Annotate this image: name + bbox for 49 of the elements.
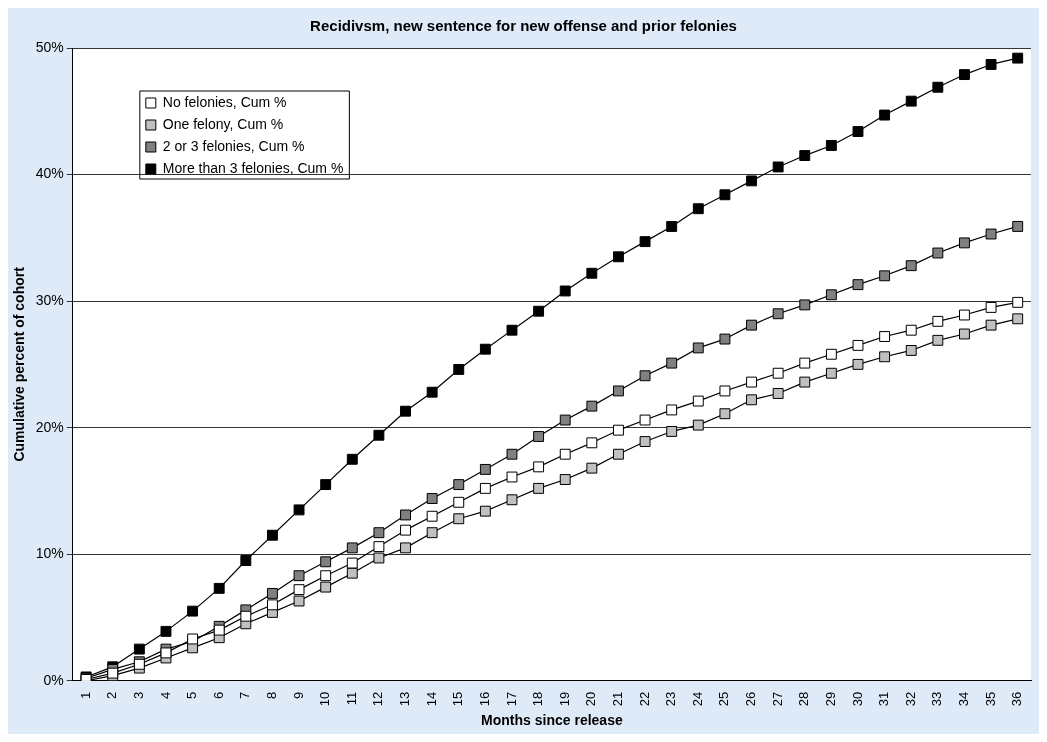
x-tick-label: 19	[556, 691, 572, 707]
x-tick-label: 18	[530, 691, 546, 707]
x-tick-label: 20	[583, 691, 599, 707]
x-tick-label: 33	[929, 691, 945, 707]
legend-label: 2 or 3 felonies, Cum %	[162, 137, 305, 154]
x-tick-label: 28	[796, 691, 812, 707]
chart-title: Recidivsm, new sentence for new offense and prior felonies	[310, 17, 737, 35]
x-tick-label: 5	[184, 691, 200, 699]
x-tick-label: 15	[450, 691, 466, 707]
x-tick-label: 10	[317, 691, 333, 707]
x-tick-label: 27	[769, 691, 785, 707]
x-tick-label: 7	[237, 691, 253, 699]
x-tick-label: 14	[423, 691, 439, 707]
x-tick-label: 2	[104, 691, 120, 699]
x-tick-label: 6	[210, 691, 226, 699]
x-tick-label: 3	[130, 691, 146, 699]
x-tick-label: 12	[370, 691, 386, 707]
y-axis-title: Cumulative percent of cohort	[11, 266, 28, 462]
x-tick-label: 31	[876, 691, 892, 707]
x-tick-label: 1	[77, 691, 93, 699]
x-tick-label: 8	[264, 691, 280, 699]
x-tick-label: 25	[716, 691, 732, 707]
x-tick-label: 9	[290, 691, 306, 699]
legend-label: More than 3 felonies, Cum %	[162, 159, 344, 176]
x-tick-label: 24	[689, 691, 705, 707]
y-tick-label: 40%	[35, 165, 64, 182]
y-tick-label: 10%	[35, 545, 64, 562]
x-tick-label: 29	[822, 691, 838, 707]
x-tick-label: 16	[476, 691, 492, 707]
x-tick-label: 11	[343, 691, 359, 706]
x-tick-label: 26	[743, 691, 759, 707]
x-tick-label: 4	[157, 691, 173, 699]
y-tick-label: 30%	[35, 291, 64, 308]
x-tick-label: 13	[397, 691, 413, 707]
x-tick-label: 36	[1009, 691, 1025, 707]
x-tick-label: 30	[849, 691, 865, 707]
legend-label: One felony, Cum %	[162, 115, 284, 132]
legend-label: No felonies, Cum %	[162, 93, 287, 110]
x-tick-label: 32	[902, 691, 918, 707]
y-tick-label: 20%	[35, 418, 64, 435]
y-tick-label: 50%	[35, 38, 64, 55]
x-tick-label: 21	[610, 691, 626, 707]
x-axis-title: Months since release	[481, 712, 623, 729]
x-tick-label: 34	[956, 691, 972, 707]
x-tick-label: 35	[982, 691, 998, 707]
x-tick-label: 17	[503, 691, 519, 707]
x-tick-label: 23	[663, 691, 679, 707]
y-tick-label: 0%	[43, 671, 64, 688]
x-tick-label: 22	[636, 691, 652, 707]
